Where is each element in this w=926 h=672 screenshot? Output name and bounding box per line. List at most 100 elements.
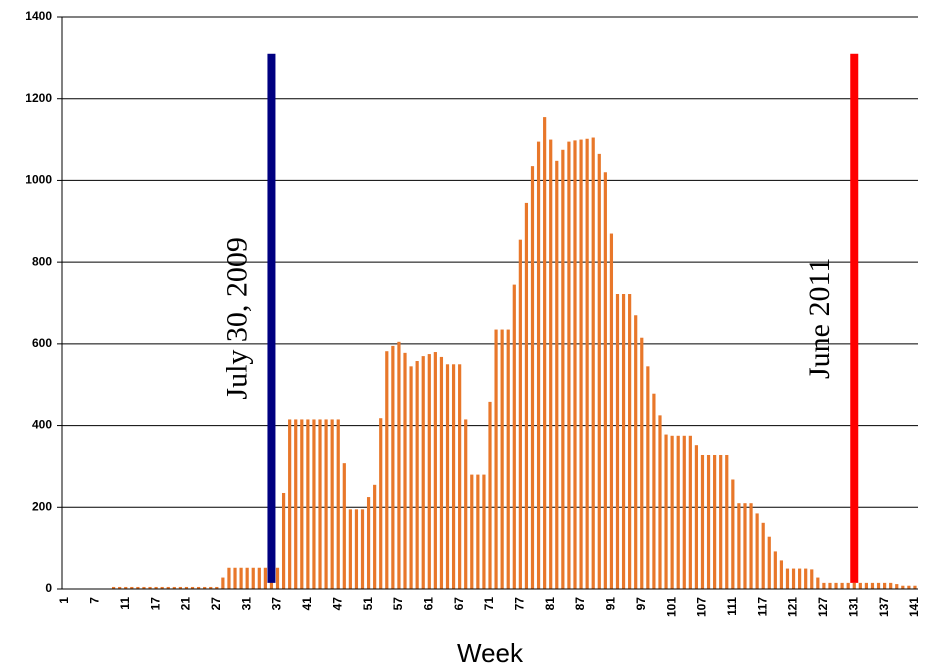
bar bbox=[743, 503, 747, 589]
bar bbox=[306, 419, 310, 589]
x-tick-label: 67 bbox=[452, 597, 466, 611]
bar bbox=[494, 329, 498, 589]
bar bbox=[634, 315, 638, 589]
bar bbox=[336, 419, 340, 589]
bar bbox=[524, 202, 529, 589]
bar bbox=[385, 351, 389, 589]
y-tick-label: 400 bbox=[32, 418, 52, 432]
bar bbox=[221, 577, 225, 589]
bar bbox=[324, 419, 328, 589]
bar bbox=[846, 582, 850, 589]
x-tick-label: 21 bbox=[179, 597, 193, 611]
bar bbox=[227, 567, 231, 589]
bar bbox=[360, 509, 365, 589]
x-tick-label: 61 bbox=[421, 597, 435, 611]
bar bbox=[834, 582, 838, 589]
bar bbox=[366, 497, 371, 589]
annotation-text: July 30, 2009 bbox=[220, 237, 253, 400]
bar bbox=[196, 586, 201, 589]
bar bbox=[870, 582, 875, 589]
bar bbox=[731, 479, 735, 589]
bar bbox=[470, 474, 474, 589]
bar bbox=[536, 141, 541, 589]
bar bbox=[773, 551, 777, 589]
bar bbox=[895, 584, 899, 589]
bar bbox=[907, 585, 911, 589]
y-tick-label: 1200 bbox=[25, 91, 52, 105]
y-tick-label: 600 bbox=[32, 336, 52, 350]
bar bbox=[889, 582, 893, 589]
bar bbox=[883, 582, 887, 589]
bar bbox=[864, 582, 868, 589]
bar bbox=[876, 582, 881, 589]
bar bbox=[694, 445, 699, 589]
bar bbox=[700, 454, 705, 589]
x-tick-label: 31 bbox=[239, 597, 253, 611]
x-tick-label: 131 bbox=[846, 597, 860, 617]
x-tick-label: 117 bbox=[755, 597, 769, 617]
x-tick-label: 101 bbox=[664, 597, 678, 617]
bar bbox=[415, 361, 419, 589]
bar bbox=[458, 364, 462, 589]
x-tick-label: 91 bbox=[604, 597, 618, 611]
annotation-line bbox=[850, 53, 859, 583]
bar bbox=[445, 364, 450, 589]
bar bbox=[561, 149, 565, 590]
x-tick-label: 27 bbox=[209, 597, 223, 611]
x-tick-label: 47 bbox=[330, 597, 344, 611]
bar bbox=[239, 567, 243, 589]
bar bbox=[342, 463, 346, 589]
x-tick-label: 137 bbox=[877, 597, 891, 617]
bar bbox=[785, 568, 790, 589]
bar bbox=[506, 329, 510, 589]
bar bbox=[203, 586, 207, 589]
x-tick-label: 7 bbox=[88, 597, 102, 604]
bar bbox=[828, 582, 832, 589]
bar bbox=[160, 586, 164, 589]
bar bbox=[688, 435, 692, 589]
bar bbox=[112, 586, 116, 589]
bar bbox=[257, 567, 261, 589]
bar bbox=[403, 352, 407, 589]
x-tick-label: 51 bbox=[361, 597, 375, 611]
bar bbox=[148, 586, 152, 589]
bar bbox=[567, 141, 571, 589]
bar bbox=[658, 415, 662, 589]
bar bbox=[640, 337, 644, 589]
bar bbox=[251, 567, 255, 589]
x-tick-label: 87 bbox=[573, 597, 587, 611]
y-tick-label: 1000 bbox=[25, 173, 52, 187]
x-tick-label: 111 bbox=[725, 597, 739, 616]
bar bbox=[573, 140, 577, 590]
x-tick-label: 71 bbox=[482, 597, 496, 611]
bar bbox=[858, 582, 862, 589]
bar bbox=[263, 567, 267, 589]
x-tick-label: 1 bbox=[57, 597, 71, 604]
bar bbox=[166, 586, 170, 589]
bar bbox=[852, 582, 856, 589]
bar bbox=[749, 503, 753, 589]
x-tick-label: 81 bbox=[543, 597, 557, 611]
bar bbox=[451, 364, 456, 589]
bar bbox=[439, 356, 444, 589]
x-tick-label: 57 bbox=[391, 597, 405, 611]
bar bbox=[427, 354, 431, 589]
x-tick-label: 141 bbox=[907, 597, 921, 617]
bar bbox=[233, 567, 237, 589]
bar bbox=[706, 454, 711, 589]
bar bbox=[713, 454, 717, 589]
bar bbox=[130, 586, 134, 589]
bar bbox=[549, 139, 553, 590]
bar bbox=[154, 586, 158, 589]
x-tick-label: 17 bbox=[148, 597, 162, 611]
bar bbox=[682, 435, 686, 589]
bar bbox=[761, 522, 765, 589]
bar bbox=[840, 582, 844, 589]
x-tick-label: 41 bbox=[300, 597, 314, 611]
y-tick-label: 0 bbox=[45, 581, 52, 595]
bar bbox=[142, 586, 146, 589]
bar bbox=[500, 329, 504, 589]
bar bbox=[822, 582, 826, 589]
bar bbox=[579, 139, 583, 590]
